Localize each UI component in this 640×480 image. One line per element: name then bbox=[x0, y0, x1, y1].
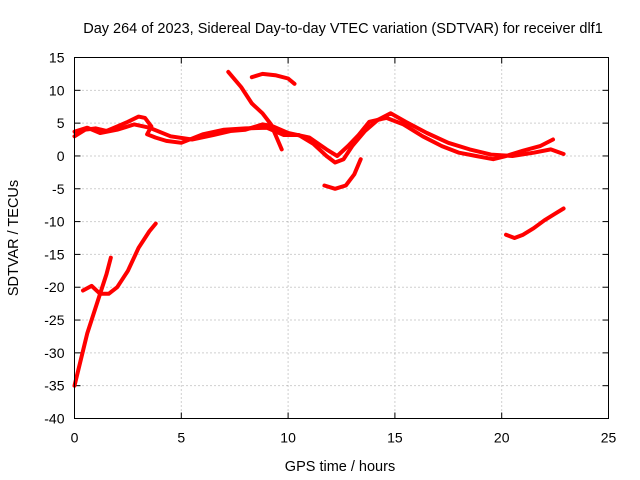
series-arc-6 bbox=[249, 71, 297, 86]
y-tick-label: 15 bbox=[49, 50, 65, 66]
y-tick-label: -25 bbox=[44, 312, 64, 328]
y-tick-label: -5 bbox=[52, 181, 65, 197]
series-arc-1 bbox=[72, 255, 113, 388]
x-tick-label: 0 bbox=[71, 430, 79, 446]
series-arc-3 bbox=[72, 111, 566, 165]
x-tick-label: 25 bbox=[601, 430, 617, 446]
x-tick-label: 15 bbox=[387, 430, 403, 446]
series-arc-4 bbox=[72, 115, 555, 162]
y-tick-label: 0 bbox=[57, 148, 65, 164]
series-arc-5 bbox=[226, 69, 284, 152]
x-axis-title: GPS time / hours bbox=[285, 459, 395, 475]
x-tick-label: 20 bbox=[494, 430, 510, 446]
series-arc-8 bbox=[504, 206, 566, 240]
y-tick-label: -20 bbox=[44, 279, 64, 295]
y-tick-label: 5 bbox=[57, 115, 65, 131]
series-layer bbox=[72, 69, 566, 388]
y-tick-label: -15 bbox=[44, 246, 64, 262]
y-tick-label: -35 bbox=[44, 378, 64, 394]
series-arc-7 bbox=[322, 157, 363, 191]
y-tick-label: -40 bbox=[44, 411, 64, 427]
tick-layer bbox=[74, 57, 609, 419]
y-tick-label: 10 bbox=[49, 82, 65, 98]
plot-frame bbox=[74, 57, 609, 419]
x-tick-label: 5 bbox=[177, 430, 185, 446]
label-layer: 0 5 10 15 20 25 -40 -35 -30 -25 -20 -15 -10 -5 0 5 10 15 bbox=[44, 50, 616, 446]
y-tick-label: -10 bbox=[44, 214, 64, 230]
x-tick-label: 10 bbox=[280, 430, 296, 446]
y-tick-label: -30 bbox=[44, 345, 64, 361]
grid-layer bbox=[74, 57, 609, 419]
series-arc-2 bbox=[81, 221, 158, 296]
y-axis-title: SDTVAR / TECUs bbox=[6, 180, 22, 296]
chart-title: Day 264 of 2023, Sidereal Day-to-day VTE… bbox=[83, 21, 603, 37]
